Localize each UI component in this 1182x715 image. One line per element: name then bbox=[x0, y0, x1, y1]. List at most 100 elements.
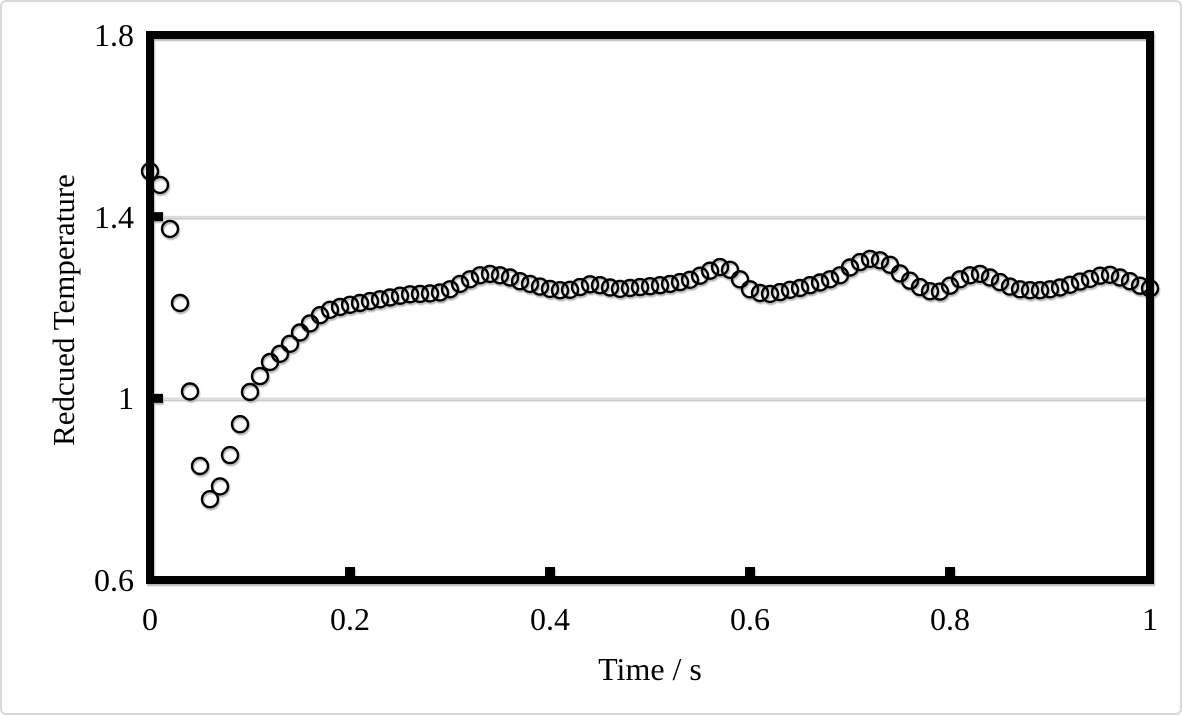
data-point bbox=[610, 279, 630, 299]
y-tick-mark bbox=[154, 212, 163, 222]
data-point bbox=[1000, 277, 1020, 296]
data-point bbox=[360, 291, 380, 311]
data-point bbox=[270, 344, 290, 363]
data-point bbox=[370, 290, 390, 309]
data-point bbox=[680, 270, 700, 289]
x-tick-mark bbox=[945, 567, 955, 576]
data-point bbox=[390, 286, 410, 305]
data-point bbox=[790, 278, 810, 298]
data-point bbox=[800, 276, 820, 295]
data-point bbox=[290, 323, 310, 342]
x-tick-label-0: 0 bbox=[142, 601, 158, 637]
data-point bbox=[590, 276, 610, 295]
data-point bbox=[430, 283, 450, 302]
data-point bbox=[670, 272, 690, 292]
data-point bbox=[560, 280, 580, 299]
data-point bbox=[1080, 269, 1100, 289]
data-point bbox=[470, 266, 490, 285]
data-point bbox=[630, 277, 650, 297]
data-point bbox=[260, 352, 280, 372]
data-point bbox=[1040, 280, 1060, 299]
data-point bbox=[210, 477, 230, 496]
data-point bbox=[500, 268, 520, 287]
data-point bbox=[1110, 268, 1130, 287]
data-point bbox=[400, 285, 420, 304]
data-point bbox=[480, 264, 500, 284]
data-point bbox=[160, 219, 180, 239]
data-point bbox=[700, 261, 720, 280]
data-point bbox=[550, 281, 570, 300]
data-point bbox=[990, 272, 1010, 292]
data-point bbox=[1130, 276, 1150, 295]
data-point bbox=[220, 445, 240, 465]
data-point bbox=[490, 266, 510, 285]
data-point bbox=[340, 295, 360, 314]
data-point bbox=[810, 273, 830, 292]
data-point bbox=[690, 266, 710, 285]
data-point bbox=[180, 382, 200, 401]
y-tick-label-1-8: 1.8 bbox=[94, 17, 134, 53]
y-tick-label-1-0: 1 bbox=[118, 380, 134, 417]
data-point bbox=[330, 297, 350, 317]
data-point bbox=[640, 277, 660, 296]
data-point bbox=[760, 284, 780, 304]
data-point bbox=[770, 282, 790, 302]
data-point bbox=[1070, 272, 1090, 291]
plot-frame bbox=[146, 31, 1154, 584]
data-point bbox=[980, 268, 1000, 287]
data-point bbox=[530, 277, 550, 296]
data-point bbox=[910, 277, 930, 297]
data-point bbox=[660, 274, 680, 294]
x-tick-mark bbox=[345, 567, 355, 576]
x-axis-title: Time / s bbox=[598, 651, 702, 687]
x-tick-label-1: 1 bbox=[1142, 601, 1158, 637]
data-point bbox=[250, 366, 270, 386]
data-point bbox=[900, 271, 920, 290]
data-point bbox=[310, 306, 330, 325]
data-point bbox=[600, 278, 620, 297]
data-point bbox=[860, 249, 880, 269]
data-point bbox=[410, 284, 430, 304]
data-point bbox=[880, 255, 900, 274]
y-axis-title: Redcued Temperature bbox=[46, 174, 81, 446]
y-tick-mark bbox=[154, 393, 163, 403]
data-point bbox=[190, 456, 210, 476]
data-point bbox=[450, 274, 470, 294]
data-point bbox=[950, 270, 970, 289]
data-point bbox=[970, 264, 990, 284]
data-point bbox=[960, 266, 980, 285]
data-point bbox=[350, 293, 370, 313]
data-point bbox=[1060, 275, 1080, 294]
data-point bbox=[150, 175, 170, 195]
data-point bbox=[460, 270, 480, 289]
data-point bbox=[750, 283, 770, 303]
data-point bbox=[300, 314, 320, 333]
data-point bbox=[510, 272, 530, 291]
x-tick-label-0-4: 0.4 bbox=[530, 601, 570, 637]
data-point bbox=[1010, 280, 1030, 299]
data-point bbox=[850, 252, 870, 272]
data-point bbox=[1090, 266, 1110, 285]
data-point bbox=[620, 278, 640, 298]
x-tick-label-0-2: 0.2 bbox=[330, 601, 370, 637]
data-point bbox=[940, 276, 960, 295]
y-tick-label-1-4: 1.4 bbox=[94, 198, 134, 235]
data-point bbox=[730, 270, 750, 289]
x-tick-mark bbox=[545, 567, 555, 576]
data-point bbox=[740, 280, 760, 299]
data-point bbox=[720, 260, 740, 279]
data-point bbox=[200, 490, 220, 509]
data-point bbox=[440, 280, 460, 299]
data-point bbox=[1120, 272, 1140, 291]
data-point bbox=[1100, 265, 1120, 284]
data-point bbox=[540, 279, 560, 299]
data-point bbox=[230, 415, 250, 434]
data-point bbox=[840, 258, 860, 277]
data-point bbox=[920, 282, 940, 301]
data-point bbox=[820, 270, 840, 289]
data-point bbox=[780, 280, 800, 299]
data-point bbox=[870, 251, 890, 270]
data-point bbox=[1050, 278, 1070, 297]
